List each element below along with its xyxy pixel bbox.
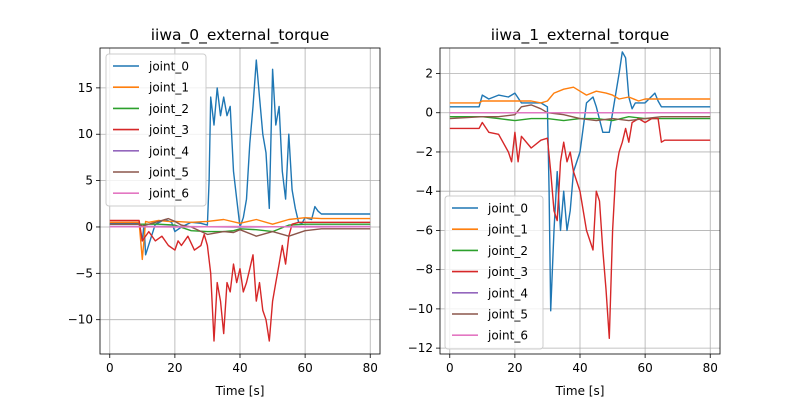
- y-ticks: −10 −5 0 5 10 15: [68, 81, 100, 327]
- y-tick-label: −4: [415, 184, 433, 198]
- y-tick-label: −8: [415, 263, 433, 277]
- series-line-joint_6: [109, 225, 371, 228]
- x-tick-label: 80: [363, 361, 378, 375]
- y-tick-label: 10: [78, 127, 93, 141]
- legend-label: joint_6: [148, 187, 189, 201]
- chart-title: iiwa_1_external_torque: [491, 26, 670, 45]
- x-tick-label: 40: [572, 361, 587, 375]
- series-line-joint_1: [449, 86, 711, 104]
- legend-label: joint_4: [148, 144, 189, 158]
- series-line-joint_3: [449, 117, 711, 339]
- series-line-joint_2: [109, 223, 371, 233]
- series-line-joint_5: [449, 104, 711, 122]
- legend-label: joint_2: [148, 102, 189, 116]
- y-ticks: −12 −10 −8 −6 −4 −2 0 2: [408, 67, 440, 355]
- x-tick-label: 80: [703, 361, 718, 375]
- legend-label: joint_1: [148, 81, 189, 95]
- x-axis-label: Time [s]: [555, 384, 605, 398]
- x-tick-label: 0: [446, 361, 454, 375]
- y-tick-label: −6: [415, 223, 433, 237]
- legend-label: joint_2: [487, 244, 528, 258]
- series-line-joint_3: [109, 219, 371, 342]
- series-layer: [449, 51, 711, 339]
- legend-label: joint_5: [487, 308, 528, 322]
- legend: joint_0 joint_1 joint_2 joint_3 joint_4joint…: [105, 53, 207, 207]
- x-ticks: 0 20 40 60 80: [446, 354, 718, 375]
- subplot-iiwa-0: iiwa_0_external_torque 0 20 40 60 80 −10 −5 0 5…: [68, 26, 381, 398]
- series-line-joint_1: [109, 216, 371, 261]
- x-tick-label: 60: [297, 361, 312, 375]
- y-tick-label: −10: [408, 302, 433, 316]
- y-tick-label: 2: [425, 67, 433, 81]
- x-tick-label: 20: [507, 361, 522, 375]
- x-tick-label: 0: [106, 361, 114, 375]
- subplot-iiwa-1: iiwa_1_external_torque 0 20 40 60 80 −12−10−…: [408, 26, 721, 398]
- legend-label: joint_1: [487, 223, 528, 237]
- legend-label: joint_3: [148, 123, 189, 137]
- legend-box: [105, 53, 207, 207]
- legend-label: joint_5: [148, 166, 189, 180]
- y-tick-label: −10: [68, 313, 93, 327]
- series-line-joint_2: [449, 115, 711, 122]
- y-tick-label: −2: [415, 145, 433, 159]
- legend-label: joint_6: [487, 329, 528, 343]
- chart-title: iiwa_0_external_torque: [151, 26, 330, 45]
- legend-label: joint_3: [487, 265, 528, 279]
- legend-label: joint_0: [487, 202, 528, 216]
- legend: joint_0 joint_1 joint_2 joint_3 joint_4joint…: [444, 195, 544, 350]
- x-tick-label: 20: [167, 361, 182, 375]
- legend-box: [444, 195, 544, 350]
- series-line-joint_5: [109, 217, 371, 237]
- x-axis-label: Time [s]: [215, 384, 265, 398]
- x-tick-label: 40: [232, 361, 247, 375]
- legend-label: joint_0: [148, 60, 189, 74]
- y-tick-label: −12: [408, 341, 433, 355]
- y-tick-label: 15: [78, 81, 93, 95]
- y-tick-label: −5: [75, 266, 93, 280]
- y-tick-label: 0: [425, 106, 433, 120]
- x-ticks: 0 20 40 60 80: [106, 354, 378, 375]
- series-layer: [109, 59, 371, 342]
- x-tick-label: 60: [637, 361, 652, 375]
- y-tick-label: 5: [85, 174, 93, 188]
- y-tick-label: 0: [85, 220, 93, 234]
- legend-label: joint_4: [487, 286, 528, 300]
